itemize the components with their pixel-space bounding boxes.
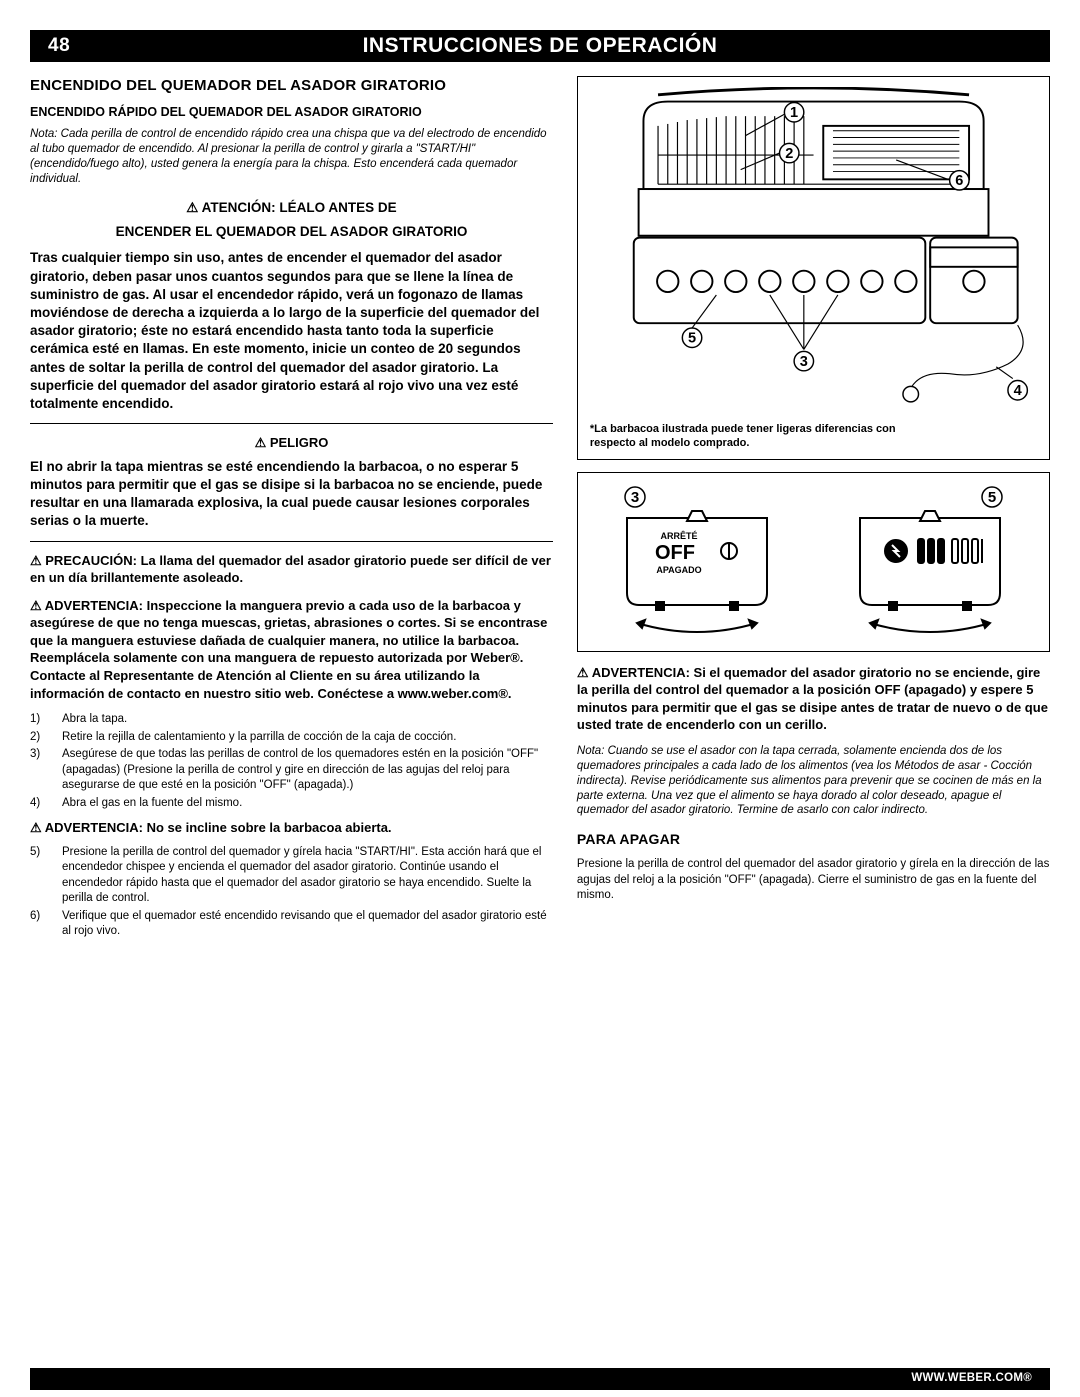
danger-body: El no abrir la tapa mientras se esté enc…: [30, 458, 553, 531]
knob-figure: 3 ARRÊTÉ ARRÊTÉ OFF: [577, 472, 1050, 652]
callout-3: 3: [800, 354, 808, 370]
apagar-body: Presione la perilla de control del quema…: [577, 857, 1050, 904]
callout-2: 2: [785, 146, 793, 162]
attention-body: Tras cualquier tiempo sin uso, antes de …: [30, 249, 553, 413]
steps-list-a: Abra la tapa. Retire la rejilla de calen…: [30, 712, 553, 811]
section-heading: ENCENDIDO DEL QUEMADOR DEL ASADOR GIRATO…: [30, 76, 553, 96]
grill-illustration: 1 2 6 5 3 4: [590, 87, 1037, 417]
warning-right: ⚠ ADVERTENCIA: Si el quemador del asador…: [577, 664, 1050, 734]
knob-callout-3: 3: [631, 489, 639, 506]
step-item: Asegúrese de que todas las perillas de c…: [30, 747, 553, 794]
content-columns: ENCENDIDO DEL QUEMADOR DEL ASADOR GIRATO…: [30, 76, 1050, 948]
divider: [30, 423, 553, 424]
step-item: Presione la perilla de control del quema…: [30, 845, 553, 907]
step-item: Abra el gas en la fuente del mismo.: [30, 796, 553, 812]
figure-note: *La barbacoa ilustrada puede tener liger…: [590, 423, 903, 451]
callout-1: 1: [790, 105, 798, 121]
callout-5: 5: [688, 331, 696, 347]
knob-label-off: OFF: [655, 542, 695, 564]
header-title: INSTRUCCIONES DE OPERACIÓN: [363, 32, 718, 60]
footer-bar: WWW.WEBER.COM®: [30, 1368, 1050, 1390]
knob-off-illustration: 3 ARRÊTÉ ARRÊTÉ OFF: [607, 483, 787, 638]
divider: [30, 541, 553, 542]
grill-figure: 1 2 6 5 3 4 *La barbacoa ilustrada puede…: [577, 76, 1050, 460]
caution-text: ⚠ PRECAUCIÓN: La llama del quemador del …: [30, 552, 553, 587]
warning-text-2: ⚠ ADVERTENCIA: No se incline sobre la ba…: [30, 819, 553, 837]
subsection-heading: ENCENDIDO RÁPIDO DEL QUEMADOR DEL ASADOR…: [30, 104, 553, 121]
page-number: 48: [30, 33, 70, 59]
note-text: Nota: Cada perilla de control de encendi…: [30, 127, 553, 187]
knob-label-top: ARRÊTÉ: [660, 530, 697, 541]
knob-label-bot: APAGADO: [656, 565, 701, 575]
attention-heading-line2: ENCENDER EL QUEMADOR DEL ASADOR GIRATORI…: [30, 223, 553, 241]
header-bar: 48 INSTRUCCIONES DE OPERACIÓN: [30, 30, 1050, 62]
apagar-heading: PARA APAGAR: [577, 830, 1050, 849]
footer-url: WWW.WEBER.COM®: [911, 1371, 1032, 1387]
steps-list-b: Presione la perilla de control del quema…: [30, 845, 553, 940]
step-item: Abra la tapa.: [30, 712, 553, 728]
danger-heading: ⚠ PELIGRO: [30, 434, 553, 452]
step-item: Retire la rejilla de calentamiento y la …: [30, 730, 553, 746]
knob-callout-5: 5: [988, 489, 996, 506]
right-column: 1 2 6 5 3 4 *La barbacoa ilustrada puede…: [577, 76, 1050, 948]
attention-heading-line1: ⚠ ATENCIÓN: LÉALO ANTES DE: [30, 199, 553, 217]
callout-6: 6: [955, 173, 963, 189]
knob-ignite-illustration: 5: [840, 483, 1020, 638]
left-column: ENCENDIDO DEL QUEMADOR DEL ASADOR GIRATO…: [30, 76, 553, 948]
callout-4: 4: [1014, 383, 1023, 399]
warning-text-1: ⚠ ADVERTENCIA: Inspeccione la manguera p…: [30, 597, 553, 702]
note-right: Nota: Cuando se use el asador con la tap…: [577, 744, 1050, 819]
step-item: Verifique que el quemador esté encendido…: [30, 909, 553, 940]
